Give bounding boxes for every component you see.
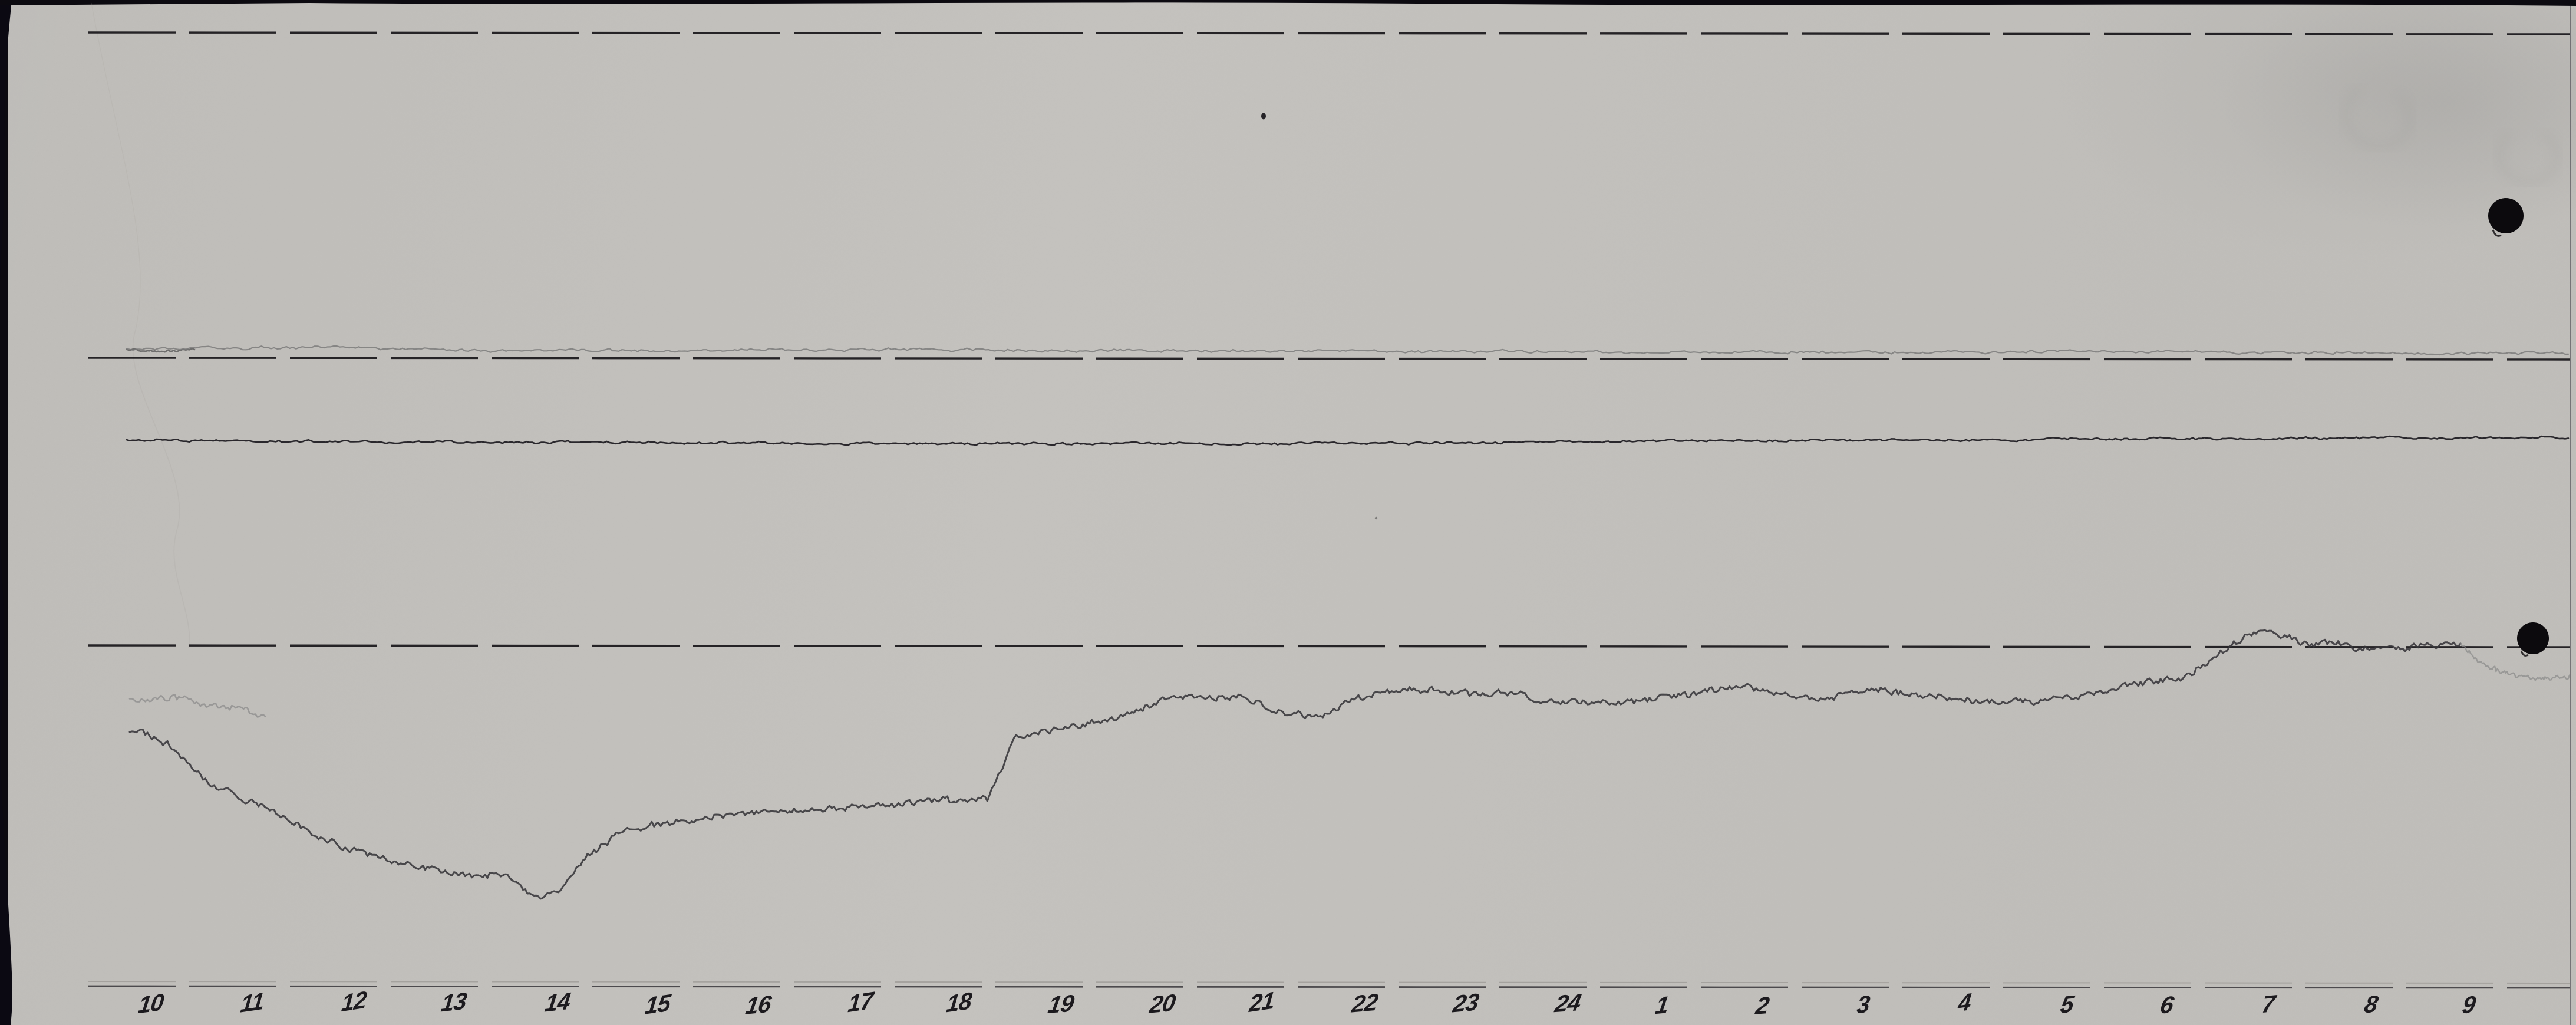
svg-text:21: 21 bbox=[1248, 986, 1275, 1017]
svg-text:14: 14 bbox=[543, 987, 572, 1017]
svg-text:23: 23 bbox=[1451, 988, 1482, 1017]
svg-text:11: 11 bbox=[239, 987, 265, 1018]
svg-text:3: 3 bbox=[1856, 990, 1872, 1019]
svg-text:15: 15 bbox=[644, 988, 673, 1019]
svg-text:1: 1 bbox=[1654, 991, 1670, 1019]
svg-text:5: 5 bbox=[2059, 990, 2077, 1019]
svg-text:19: 19 bbox=[1046, 990, 1077, 1019]
svg-text:7: 7 bbox=[2260, 990, 2278, 1018]
svg-text:13: 13 bbox=[440, 987, 469, 1017]
svg-text:4: 4 bbox=[1957, 988, 1973, 1017]
svg-text:22: 22 bbox=[1350, 988, 1380, 1018]
svg-text:24: 24 bbox=[1552, 988, 1583, 1017]
svg-text:18: 18 bbox=[945, 987, 974, 1018]
svg-text:10: 10 bbox=[137, 988, 166, 1019]
svg-text:20: 20 bbox=[1147, 989, 1178, 1019]
svg-text:16: 16 bbox=[744, 990, 774, 1020]
svg-text:9: 9 bbox=[2460, 990, 2478, 1019]
svg-text:17: 17 bbox=[847, 986, 876, 1017]
svg-text:12: 12 bbox=[340, 986, 368, 1017]
svg-text:2: 2 bbox=[1753, 991, 1772, 1020]
svg-text:8: 8 bbox=[2363, 990, 2381, 1019]
svg-text:6: 6 bbox=[2158, 991, 2176, 1019]
